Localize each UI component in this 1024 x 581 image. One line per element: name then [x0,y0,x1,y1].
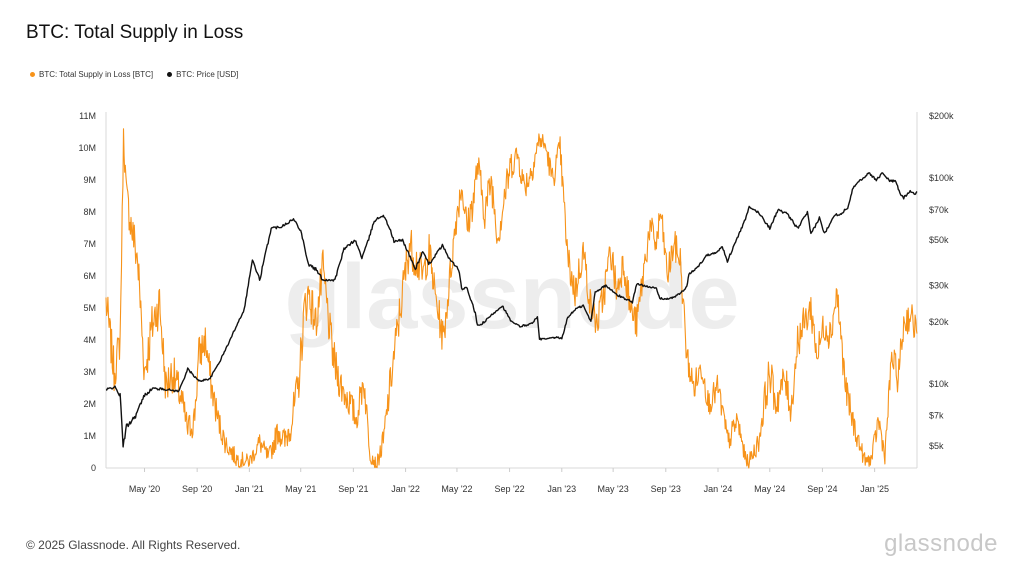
x-tick-label: May '21 [285,484,316,494]
x-tick-label: Jan '23 [547,484,576,494]
legend-item-supply-in-loss[interactable]: BTC: Total Supply in Loss [BTC] [30,70,153,79]
x-tick-label: May '22 [441,484,472,494]
y-left-tick-label: 10M [78,143,96,153]
y-right-tick-label: $7k [929,411,944,421]
y-left-tick-label: 2M [83,399,96,409]
legend-dot-supply-icon [30,72,35,77]
legend-label-price: BTC: Price [USD] [176,70,239,79]
y-right-tick-label: $200k [929,111,954,121]
price-line [105,172,918,448]
x-tick-label: Sep '21 [338,484,368,494]
y-left-tick-label: 11M [79,111,96,121]
series-price [105,172,918,448]
x-tick-label: Jan '21 [235,484,264,494]
left-axis-ticks: 0 1M 2M 3M 4M 5M 6M 7M 8M 9M 10M 11M [78,111,96,473]
y-right-tick-label: $100k [929,173,954,183]
x-tick-label: May '23 [598,484,629,494]
x-tick-label: May '24 [754,484,785,494]
y-left-tick-label: 9M [83,175,96,185]
glassnode-logo[interactable]: glassnode [884,530,998,557]
supply-in-loss-line [105,128,918,469]
y-left-tick-label: 0 [91,463,96,473]
right-axis-ticks: $5k $7k $10k $20k $30k $50k $70k $100k $200k [929,111,954,451]
legend: BTC: Total Supply in Loss [BTC] BTC: Pri… [30,70,238,79]
y-left-tick-label: 7M [83,239,96,249]
legend-label-supply: BTC: Total Supply in Loss [BTC] [39,70,154,79]
y-right-tick-label: $5k [929,441,944,451]
y-left-tick-label: 5M [83,303,96,313]
y-right-tick-label: $10k [929,379,949,389]
y-left-tick-label: 6M [83,271,96,281]
legend-item-price[interactable]: BTC: Price [USD] [167,70,238,79]
x-tick-label: Jan '24 [704,484,733,494]
x-axis-ticks: May '20 Sep '20 Jan '21 May '21 Sep '21 Jan '… [129,468,889,494]
copyright-text: © 2025 Glassnode. All Rights Reserved. [26,538,241,552]
y-left-tick-label: 1M [83,431,96,441]
x-tick-label: Sep '20 [182,484,212,494]
y-right-tick-label: $50k [929,235,949,245]
y-left-tick-label: 3M [83,367,96,377]
x-tick-label: May '20 [129,484,160,494]
legend-dot-price-icon [167,72,173,77]
page-title: BTC: Total Supply in Loss [26,22,244,43]
x-tick-label: Sep '22 [494,484,524,494]
y-right-tick-label: $30k [929,281,949,291]
x-tick-label: Sep '23 [651,484,681,494]
x-tick-label: Jan '22 [391,484,420,494]
watermark-text: glassnode [284,246,739,348]
y-left-tick-label: 8M [83,207,96,217]
y-right-tick-label: $70k [929,205,949,215]
y-left-tick-label: 4M [83,335,96,345]
x-tick-label: Jan '25 [860,484,889,494]
y-right-tick-label: $20k [929,317,949,327]
x-tick-label: Sep '24 [807,484,837,494]
series-supply-in-loss [105,128,918,469]
